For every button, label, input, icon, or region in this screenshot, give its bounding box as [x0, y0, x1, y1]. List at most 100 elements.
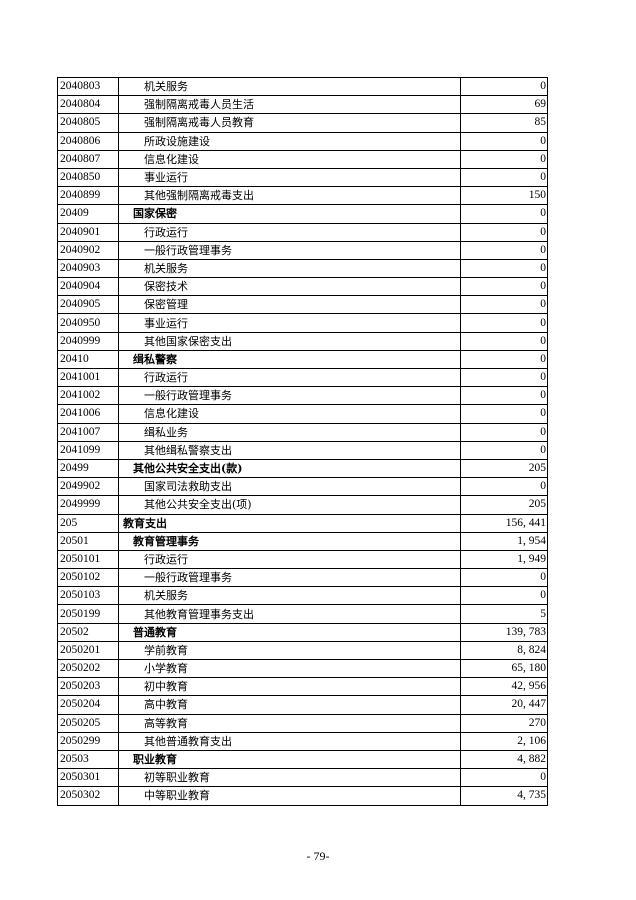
- budget-table: 2040803 机关服务 0 2040804 强制隔离戒毒人员生活 69 2040805 强制…: [57, 76, 548, 806]
- table-row: 2040805 强制隔离戒毒人员教育 85: [57, 113, 548, 133]
- table-row: 2040803 机关服务 0: [57, 76, 548, 97]
- row-code: 2050101: [57, 549, 119, 570]
- table-row: 2041006 信息化建设 0: [57, 404, 548, 424]
- row-code: 2040999: [57, 331, 119, 351]
- table-row: 2050204 高中教育 20, 447: [57, 695, 548, 715]
- table-row: 2040804 强制隔离戒毒人员生活 69: [57, 95, 548, 115]
- row-value: 1, 949: [460, 549, 548, 570]
- table-row: 2040902 一般行政管理事务 0: [57, 240, 548, 260]
- row-value: 270: [460, 713, 548, 733]
- row-name: 教育支出: [118, 513, 461, 533]
- row-code: 2050202: [57, 658, 119, 679]
- row-code: 2041099: [57, 440, 119, 460]
- row-value: 1, 954: [460, 531, 548, 551]
- row-name: 其他普通教育支出: [118, 731, 461, 751]
- row-value: 42, 956: [460, 677, 548, 697]
- table-row: 2041007 缉私业务 0: [57, 422, 548, 442]
- table-row: 2050301 初等职业教育 0: [57, 768, 548, 788]
- row-value: 139, 783: [460, 622, 548, 642]
- row-value: 2, 106: [460, 731, 548, 751]
- row-code: 2049999: [57, 495, 119, 515]
- row-value: 0: [460, 422, 548, 442]
- row-code: 2041006: [57, 404, 119, 424]
- row-name: 强制隔离戒毒人员生活: [118, 95, 461, 115]
- row-value: 4, 735: [460, 786, 548, 806]
- table-row: 2041002 一般行政管理事务 0: [57, 386, 548, 406]
- row-value: 85: [460, 113, 548, 133]
- row-value: 0: [460, 313, 548, 333]
- row-code: 2041001: [57, 367, 119, 388]
- table-row: 2040807 信息化建设 0: [57, 149, 548, 169]
- row-name: 信息化建设: [118, 404, 461, 424]
- row-code: 2040905: [57, 295, 119, 315]
- row-value: 0: [460, 568, 548, 588]
- row-name: 一般行政管理事务: [118, 240, 461, 260]
- row-name: 一般行政管理事务: [118, 386, 461, 406]
- row-code: 2040903: [57, 258, 119, 279]
- table-row: 2050101 行政运行 1, 949: [57, 549, 548, 570]
- table-row: 2040904 保密技术 0: [57, 277, 548, 297]
- row-name: 机关服务: [118, 258, 461, 279]
- row-name: 初等职业教育: [118, 768, 461, 788]
- row-name: 缉私警察: [118, 349, 461, 370]
- row-name: 其他强制隔离戒毒支出: [118, 186, 461, 206]
- table-row: 2040903 机关服务 0: [57, 258, 548, 279]
- row-value: 0: [460, 477, 548, 497]
- row-value: 0: [460, 131, 548, 151]
- row-name: 初中教育: [118, 677, 461, 697]
- row-code: 2040806: [57, 131, 119, 151]
- row-code: 2050203: [57, 677, 119, 697]
- row-name: 信息化建设: [118, 149, 461, 169]
- row-code: 2050205: [57, 713, 119, 733]
- row-code: 2040901: [57, 222, 119, 242]
- row-code: 20499: [57, 458, 119, 479]
- row-value: 0: [460, 149, 548, 169]
- table-row: 20502 普通教育 139, 783: [57, 622, 548, 642]
- row-value: 20, 447: [460, 695, 548, 715]
- table-row: 2040999 其他国家保密支出 0: [57, 331, 548, 351]
- row-code: 20503: [57, 749, 119, 770]
- row-name: 行政运行: [118, 549, 461, 570]
- row-value: 150: [460, 186, 548, 206]
- row-code: 205: [57, 513, 119, 533]
- row-name: 中等职业教育: [118, 786, 461, 806]
- row-value: 0: [460, 768, 548, 788]
- row-name: 教育管理事务: [118, 531, 461, 551]
- row-name: 机关服务: [118, 76, 461, 97]
- table-row: 205 教育支出 156, 441: [57, 513, 548, 533]
- row-code: 2050301: [57, 768, 119, 788]
- row-code: 2050201: [57, 640, 119, 661]
- row-name: 保密技术: [118, 277, 461, 297]
- table-row: 2050103 机关服务 0: [57, 586, 548, 606]
- table-row: 2050205 高等教育 270: [57, 713, 548, 733]
- table-row: 2041099 其他缉私警察支出 0: [57, 440, 548, 460]
- row-name: 其他公共安全支出(项): [118, 495, 461, 515]
- table-row: 2040806 所政设施建设 0: [57, 131, 548, 151]
- table-row: 2040850 事业运行 0: [57, 167, 548, 188]
- row-name: 事业运行: [118, 167, 461, 188]
- table-row: 2050199 其他教育管理事务支出 5: [57, 604, 548, 624]
- row-code: 20502: [57, 622, 119, 642]
- row-value: 0: [460, 277, 548, 297]
- row-code: 2050299: [57, 731, 119, 751]
- page-number: - 79-: [306, 849, 330, 863]
- row-name: 其他缉私警察支出: [118, 440, 461, 460]
- row-code: 2050102: [57, 568, 119, 588]
- row-value: 0: [460, 222, 548, 242]
- row-code: 2049902: [57, 477, 119, 497]
- row-value: 0: [460, 586, 548, 606]
- row-value: 0: [460, 367, 548, 388]
- table-row: 20409 国家保密 0: [57, 204, 548, 224]
- row-code: 20410: [57, 349, 119, 370]
- table-row: 20501 教育管理事务 1, 954: [57, 531, 548, 551]
- row-name: 高等教育: [118, 713, 461, 733]
- table-row: 20503 职业教育 4, 882: [57, 749, 548, 770]
- row-value: 0: [460, 331, 548, 351]
- row-value: 0: [460, 167, 548, 188]
- table-row: 2040950 事业运行 0: [57, 313, 548, 333]
- table-row: 2050299 其他普通教育支出 2, 106: [57, 731, 548, 751]
- row-name: 保密管理: [118, 295, 461, 315]
- row-code: 2050204: [57, 695, 119, 715]
- table-row: 2040899 其他强制隔离戒毒支出 150: [57, 186, 548, 206]
- row-code: 20501: [57, 531, 119, 551]
